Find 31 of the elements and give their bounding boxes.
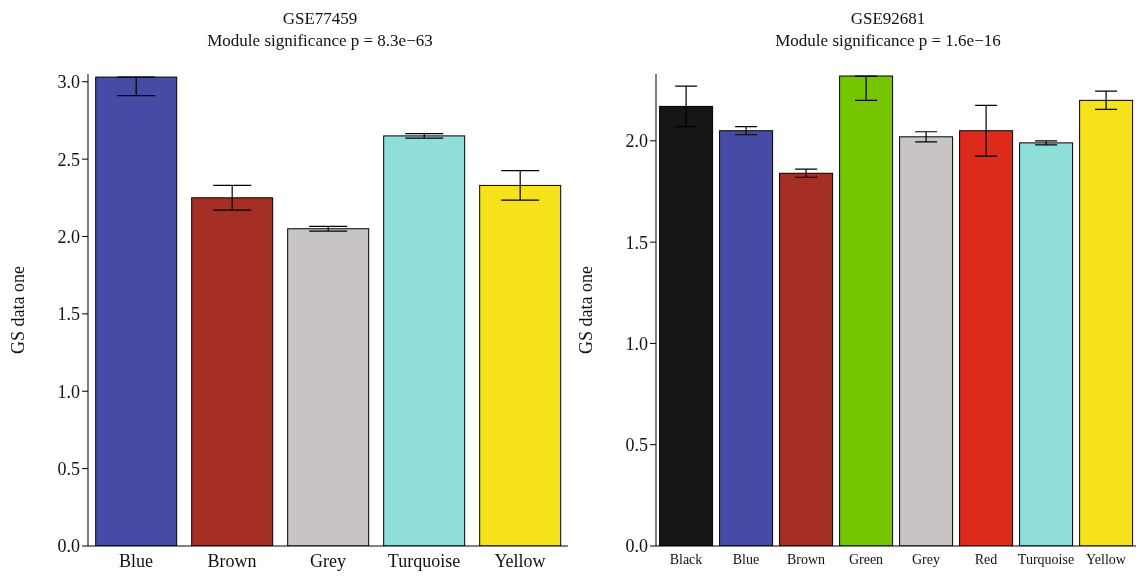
y-axis-title: GS data one: [8, 266, 29, 354]
x-tick-label: Turquoise: [387, 550, 461, 571]
x-tick-label: Yellow: [1086, 551, 1127, 567]
y-tick-label: 1.5: [625, 232, 648, 253]
x-tick-label: Brown: [207, 550, 257, 571]
x-tick-label: Blue: [732, 551, 760, 567]
y-tick-label: 2.5: [57, 149, 80, 170]
x-tick-label: Red: [974, 551, 998, 567]
y-tick-label: 1.0: [57, 381, 80, 402]
y-tick-label: 1.5: [57, 304, 80, 325]
y-tick-label: 3.0: [57, 72, 80, 93]
chart-title: GSE92681: [849, 8, 927, 30]
y-tick-label: 2.0: [625, 131, 648, 152]
y-tick-label: 2.0: [57, 226, 80, 247]
y-tick-label: 0.5: [57, 459, 80, 480]
x-tick-label: Green: [848, 551, 884, 567]
x-tick-label: Black: [669, 551, 703, 567]
y-tick-label: 1.0: [625, 333, 648, 354]
chart-subtitle: Module significance p = 8.3e−63: [206, 30, 434, 52]
x-tick-label: Yellow: [494, 550, 546, 571]
y-tick-label: 0.5: [625, 435, 648, 456]
x-tick-label: Grey: [310, 550, 346, 571]
x-tick-label: Brown: [786, 551, 826, 567]
x-tick-label: Blue: [119, 550, 154, 571]
y-tick-label: 0.0: [57, 536, 80, 557]
chart-title: GSE77459: [281, 8, 359, 30]
chart-subtitle: Module significance p = 1.6e−16: [774, 30, 1002, 52]
x-tick-label: Turquoise: [1017, 551, 1075, 567]
x-tick-label: Grey: [912, 551, 940, 567]
y-tick-label: 0.0: [625, 536, 648, 557]
y-axis-title: GS data one: [576, 266, 597, 354]
